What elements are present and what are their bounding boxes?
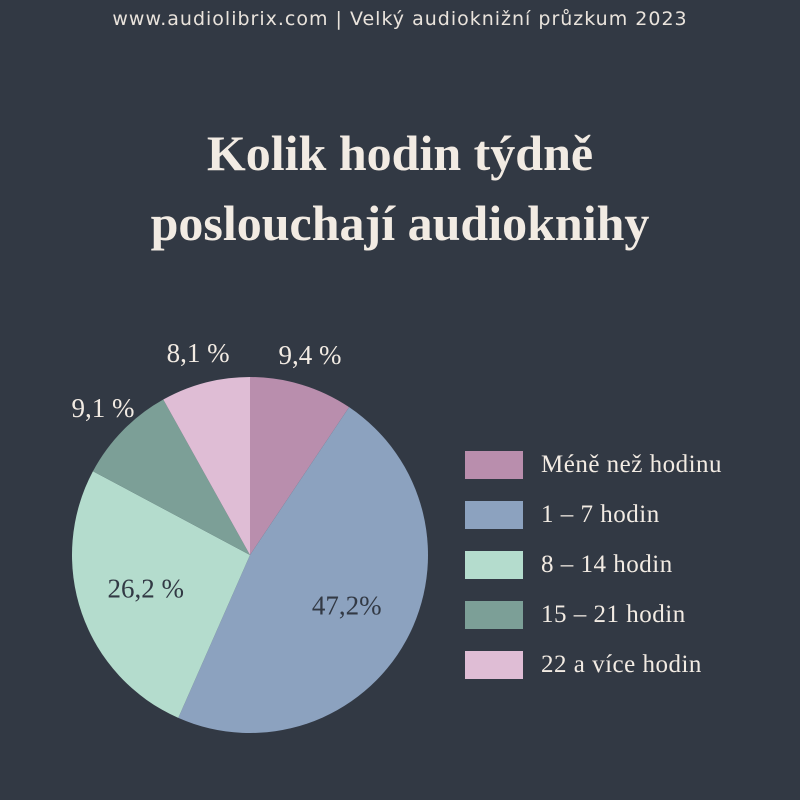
- pie-slice-22-a-vice-hodin: [163, 377, 250, 555]
- legend-item-mene-nez-hodinu: Méně než hodinu: [465, 440, 785, 490]
- slice-value-label: 26,2 %: [107, 573, 184, 603]
- slice-value-label: 47,2%: [312, 590, 382, 620]
- legend-label: 1 – 7 hodin: [541, 501, 660, 528]
- pie-slice-mene-nez-hodinu: [250, 377, 350, 555]
- source-header: www.audiolibrix.com | Velký audioknižní …: [112, 8, 688, 30]
- pie-slice-1-7-hodin: [178, 407, 428, 733]
- chart-title: Kolik hodin týdně poslouchají audioknihy: [0, 118, 800, 258]
- chart-title-line-1: Kolik hodin týdně: [206, 125, 594, 181]
- pie-slices: [72, 377, 428, 733]
- chart-legend: Méně než hodinu 1 – 7 hodin 8 – 14 hodin 15…: [465, 440, 785, 690]
- pie-slice-15-21-hodin: [92, 399, 250, 555]
- legend-item-1-7-hodin: 1 – 7 hodin: [465, 490, 785, 540]
- pie-slice-8-14-hodin: [72, 471, 250, 718]
- pie-slice-labels: 9,4 % 47,2% 26,2 % 9,1 % 8,1 %: [71, 338, 381, 621]
- legend-label: 15 – 21 hodin: [541, 601, 686, 628]
- legend-label: Méně než hodinu: [541, 451, 723, 478]
- legend-label: 8 – 14 hodin: [541, 551, 673, 578]
- legend-swatch: [465, 651, 523, 679]
- legend-swatch: [465, 601, 523, 629]
- legend-swatch: [465, 501, 523, 529]
- slice-value-label: 8,1 %: [167, 338, 230, 368]
- chart-title-line-2: poslouchají audioknihy: [150, 195, 650, 251]
- slice-value-label: 9,4 %: [278, 340, 341, 370]
- legend-label: 22 a více hodin: [541, 651, 702, 678]
- legend-item-15-21-hodin: 15 – 21 hodin: [465, 590, 785, 640]
- legend-swatch: [465, 551, 523, 579]
- legend-item-8-14-hodin: 8 – 14 hodin: [465, 540, 785, 590]
- legend-item-22-a-vice-hodin: 22 a více hodin: [465, 640, 785, 690]
- slice-value-label: 9,1 %: [71, 393, 134, 423]
- legend-swatch: [465, 451, 523, 479]
